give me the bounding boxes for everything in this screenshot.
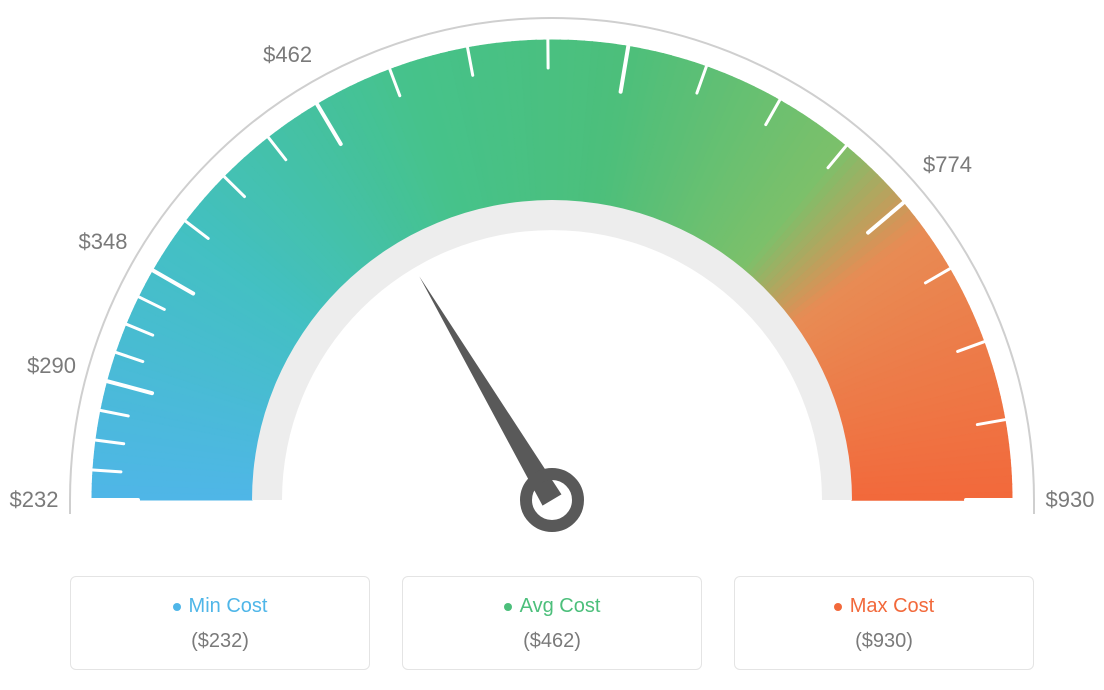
gauge-tick-label: $462 [263,42,312,68]
legend-title-min: Min Cost [173,595,268,618]
gauge-svg [0,0,1104,560]
legend-value-avg: ($462) [403,630,701,653]
gauge-tick-label: $618 [613,0,662,2]
legend-dot-min [173,603,181,611]
legend-card-max: Max Cost ($930) [734,576,1034,670]
legend-title-avg: Avg Cost [504,595,601,618]
legend-value-max: ($930) [735,630,1033,653]
legend-title-max: Max Cost [834,595,934,618]
gauge-tick-label: $232 [10,487,59,513]
legend-label-min: Min Cost [189,595,268,618]
legend-row: Min Cost ($232) Avg Cost ($462) Max Cost… [0,576,1104,670]
legend-dot-avg [504,603,512,611]
gauge-tick-label: $930 [1046,487,1095,513]
legend-label-max: Max Cost [850,595,934,618]
legend-dot-max [834,603,842,611]
gauge-tick-label: $348 [79,229,128,255]
gauge-tick-label: $290 [27,353,76,379]
cost-gauge: $232 $290 $348 $462 $618 $774 $930 [0,0,1104,560]
legend-label-avg: Avg Cost [520,595,601,618]
legend-card-min: Min Cost ($232) [70,576,370,670]
legend-value-min: ($232) [71,630,369,653]
gauge-tick-label: $774 [923,152,972,178]
legend-card-avg: Avg Cost ($462) [402,576,702,670]
